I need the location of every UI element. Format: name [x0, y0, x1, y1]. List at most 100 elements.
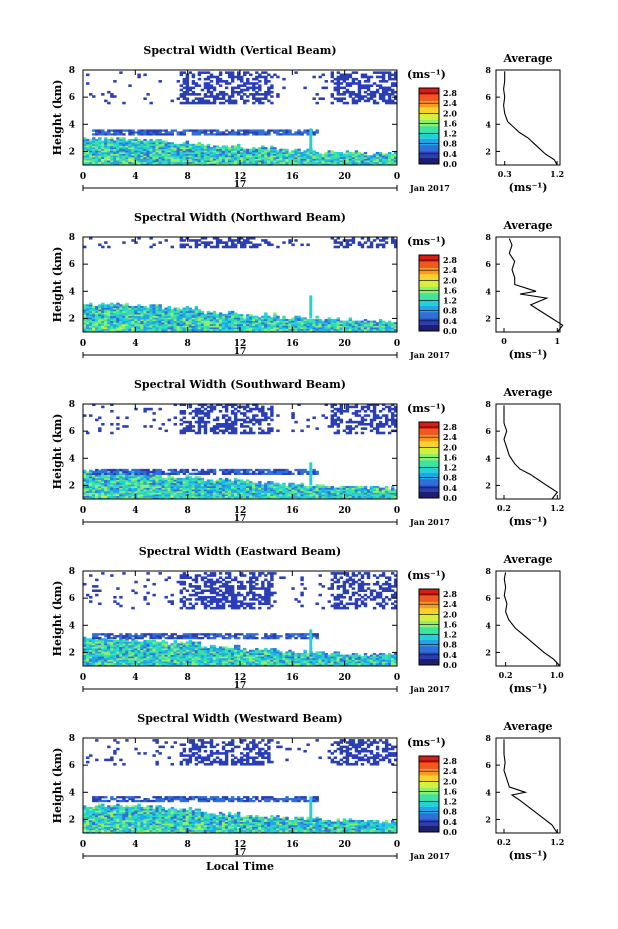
heatmap-cell: [291, 482, 295, 485]
heatmap-cell: [342, 325, 347, 328]
heatmap-cell: [363, 90, 368, 94]
heatmap-cell: [152, 470, 156, 474]
heatmap-cell: [224, 414, 229, 417]
heatmap-cell: [140, 145, 144, 148]
heatmap-cell: [158, 320, 162, 323]
heatmap-cell: [300, 317, 304, 320]
heatmap-cell: [233, 158, 238, 161]
heatmap-cell: [218, 409, 223, 413]
heatmap-cell: [321, 160, 325, 163]
heatmap-cell: [300, 482, 304, 485]
heatmap-cell: [191, 73, 196, 77]
heatmap-cell: [336, 80, 341, 83]
heatmap-cell: [209, 80, 214, 83]
heatmap-cell: [336, 495, 341, 498]
heatmap-cell: [306, 330, 310, 333]
heatmap-cell: [98, 416, 102, 420]
heatmap-cell: [218, 323, 223, 326]
heatmap-cell: [224, 241, 229, 244]
heatmap-cell: [125, 145, 129, 148]
heatmap-cell: [125, 481, 129, 484]
heatmap-cell: [336, 327, 341, 330]
heatmap-cell: [230, 88, 235, 92]
heatmap-cell: [134, 481, 138, 484]
heatmap-cell: [92, 484, 96, 487]
heatmap-cell: [206, 470, 211, 474]
heatmap-cell: [155, 490, 159, 493]
heatmap-cell: [342, 156, 347, 159]
heatmap-cell: [95, 145, 99, 148]
heatmap-cell: [243, 163, 247, 166]
heatmap-cell: [279, 328, 283, 331]
heatmap-cell: [327, 153, 331, 156]
heatmap-cell: [164, 133, 168, 136]
heatmap-cell: [333, 420, 338, 424]
heatmap-cell: [336, 494, 341, 497]
heatmap-cell: [236, 239, 241, 242]
heatmap-cell: [233, 479, 238, 482]
heatmap-cell: [191, 485, 196, 488]
heatmap-cell: [249, 495, 253, 498]
heatmap-cell: [203, 403, 208, 407]
heatmap-cell: [227, 161, 232, 164]
heatmap-cell: [212, 133, 217, 136]
heatmap-cell: [230, 431, 235, 435]
heatmap-cell: [143, 140, 147, 143]
heatmap-cell: [300, 484, 304, 487]
heatmap-cell: [249, 427, 253, 430]
heatmap-cell: [89, 495, 93, 498]
heatmap-cell: [164, 314, 168, 317]
heatmap-cell: [125, 315, 129, 318]
heatmap-cell: [104, 477, 108, 480]
heatmap-cell: [273, 129, 277, 132]
colorbar-tick-label: 1.2: [443, 296, 457, 306]
heatmap-cell: [188, 153, 193, 156]
heatmap-cell: [101, 492, 105, 495]
heatmap-cell: [182, 133, 187, 136]
heatmap-cell: [128, 490, 132, 493]
heatmap-cell: [351, 241, 356, 244]
heatmap-cell: [95, 468, 99, 472]
heatmap-cell: [282, 325, 286, 328]
heatmap-cell: [104, 476, 108, 479]
heatmap-cell: [327, 160, 331, 163]
heatmap-cell: [255, 325, 259, 328]
heatmap-cell: [89, 305, 93, 308]
heatmap-cell: [107, 315, 111, 318]
heatmap-cell: [372, 99, 377, 103]
heatmap-cell: [167, 155, 171, 158]
heatmap-cell: [282, 163, 286, 166]
heatmap-cell: [273, 484, 277, 487]
heatmap-cell: [95, 322, 99, 325]
heatmap-cell: [246, 403, 250, 407]
heatmap-cell: [252, 472, 256, 475]
heatmap-cell: [146, 327, 150, 330]
heatmap-cell: [315, 327, 319, 330]
heatmap-cell: [188, 145, 193, 148]
heatmap-cell: [110, 403, 114, 407]
heatmap-cell: [288, 492, 292, 495]
heatmap-cell: [324, 416, 328, 420]
heatmap-cell: [227, 423, 232, 426]
heatmap-cell: [336, 156, 341, 159]
heatmap-cell: [110, 327, 114, 330]
heatmap-cell: [188, 163, 193, 166]
heatmap-cell: [372, 325, 377, 328]
heatmap-cell: [185, 317, 190, 320]
heatmap-cell: [143, 131, 147, 134]
heatmap-cell: [146, 142, 150, 145]
heatmap-cell: [167, 131, 171, 134]
heatmap-cell: [131, 479, 135, 482]
heatmap-cell: [158, 160, 162, 163]
heatmap-cell: [86, 314, 90, 317]
colorbar-swatch: [419, 88, 439, 95]
heatmap-cell: [146, 309, 150, 312]
heatmap-cell: [351, 330, 356, 333]
heatmap-cell: [155, 479, 159, 482]
heatmap-cell: [158, 481, 162, 484]
heatmap-cell: [206, 95, 211, 98]
heatmap-cell: [143, 330, 147, 333]
heatmap-cell: [342, 245, 347, 249]
heatmap-cell: [393, 239, 398, 242]
heatmap-cell: [309, 487, 313, 490]
